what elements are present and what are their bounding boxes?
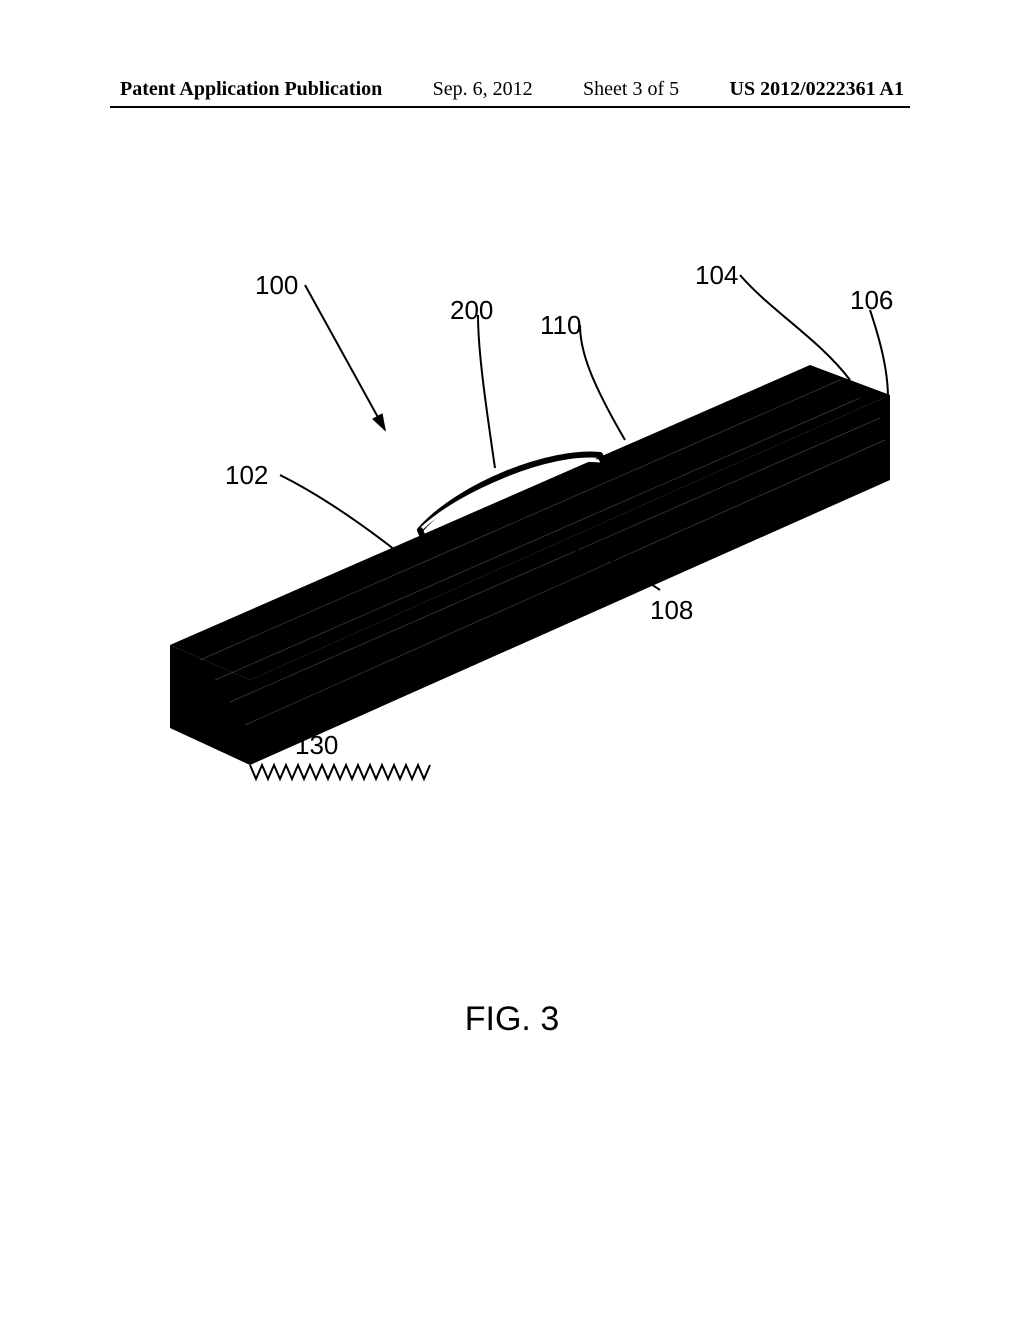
leader-110	[580, 325, 625, 440]
leader-104	[740, 275, 850, 380]
figure-svg	[80, 230, 940, 830]
figure-area: 100 200 110 104 106 102 108 130	[80, 230, 940, 830]
page-header: Patent Application Publication Sep. 6, 2…	[0, 78, 1024, 101]
page: Patent Application Publication Sep. 6, 2…	[0, 0, 1024, 1320]
header-rule	[110, 106, 910, 108]
leader-200	[478, 315, 495, 468]
ref-100: 100	[255, 270, 298, 301]
header-row: Patent Application Publication Sep. 6, 2…	[0, 78, 1024, 101]
ref-108: 108	[650, 595, 693, 626]
ref-130: 130	[295, 730, 338, 761]
ref-200: 200	[450, 295, 493, 326]
publication-number: US 2012/0222361 A1	[730, 78, 904, 101]
leader-100	[305, 285, 385, 430]
leader-106	[870, 310, 888, 398]
brush-bristle-fringe	[250, 765, 430, 779]
sheet-info: Sheet 3 of 5	[583, 78, 679, 101]
ref-104: 104	[695, 260, 738, 291]
ref-110: 110	[540, 310, 581, 341]
publication-title: Patent Application Publication	[120, 78, 382, 101]
figure-caption: FIG. 3	[0, 1000, 1024, 1039]
publication-date: Sep. 6, 2012	[433, 78, 533, 101]
ref-102: 102	[225, 460, 268, 491]
leader-102	[280, 475, 395, 550]
ref-106: 106	[850, 285, 893, 316]
